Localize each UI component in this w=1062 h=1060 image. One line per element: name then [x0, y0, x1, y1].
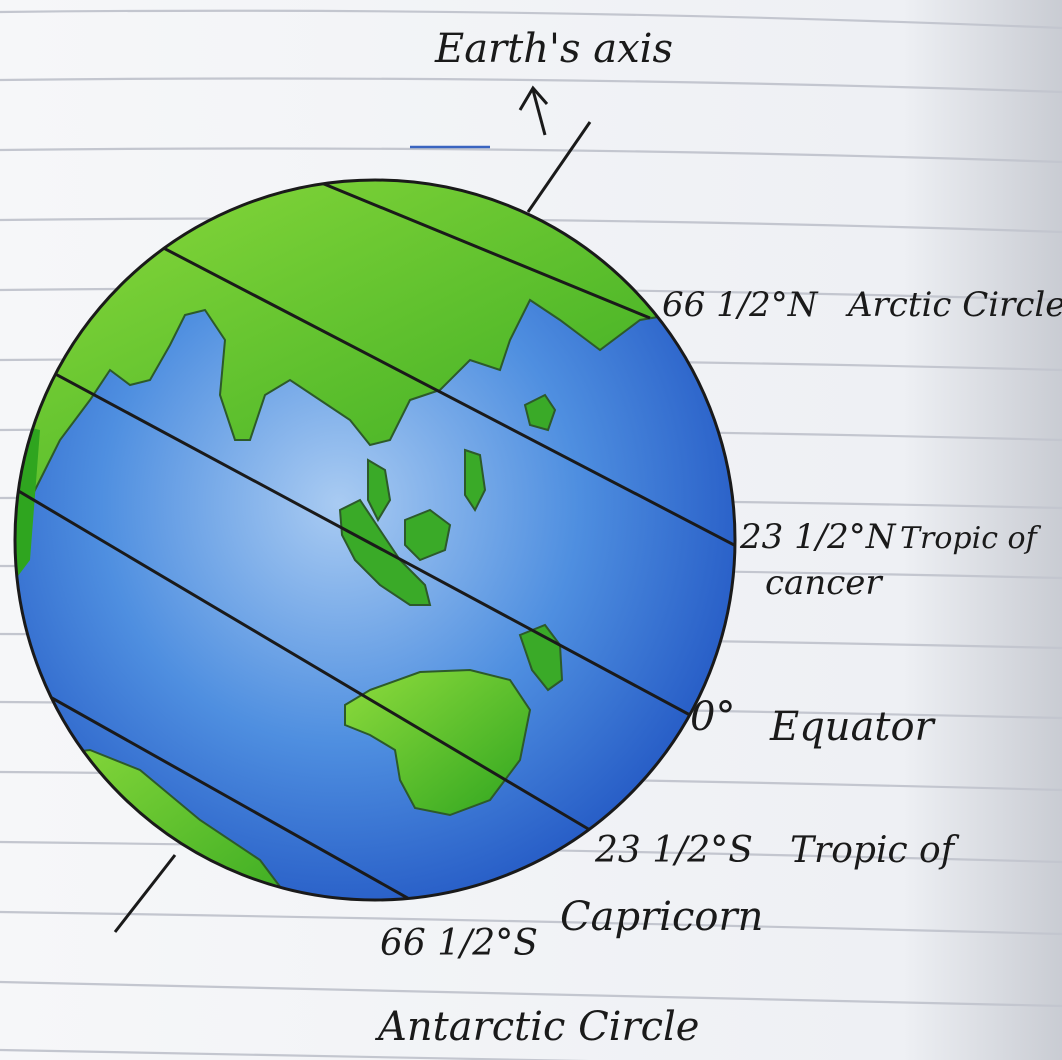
line-antarctic-circle: [19, 678, 421, 900]
axis-arrow-head: [518, 85, 549, 111]
land-australia: [344, 668, 532, 817]
equator-degree-label: 0°: [690, 694, 735, 740]
globe-outline: [13, 178, 737, 902]
land-small-island: [367, 458, 392, 523]
land-asia: [15, 180, 735, 521]
arctic-name-label: Arctic Circle: [845, 285, 1062, 325]
land-philippines: [464, 448, 487, 512]
earths-axis: [113, 85, 592, 933]
capricorn-name-label: Tropic of: [790, 830, 960, 871]
antarctic-name-label: Antarctic Circle: [374, 1004, 699, 1050]
labels: Earth's axis 66 1/2°N Arctic Circle 23 1…: [374, 26, 1062, 1050]
axis-line-south: [113, 854, 177, 933]
axis-line-north: [526, 121, 592, 213]
equator-name-label: Equator: [769, 704, 937, 750]
cancer-name-label: Tropic of: [900, 521, 1042, 556]
axis-label: Earth's axis: [434, 26, 673, 72]
arctic-degree-label: 66 1/2°N: [662, 285, 819, 325]
latitude-lines: [15, 180, 735, 900]
cancer-degree-label: 23 1/2°N: [739, 517, 897, 557]
capricorn-degree-label: 23 1/2°S: [594, 830, 753, 871]
land-west-rim: [15, 420, 40, 600]
line-arctic-circle: [289, 180, 651, 320]
cancer-name-label-line2: cancer: [765, 563, 883, 603]
land-japan: [523, 393, 557, 432]
capricorn-name-label-line2: Capricorn: [560, 894, 763, 940]
line-tropic-of-cancer: [99, 213, 735, 550]
antarctic-degree-label: 66 1/2°S: [380, 923, 538, 964]
land-borneo: [404, 508, 452, 562]
line-equator: [19, 353, 691, 717]
line-tropic-of-capricorn: [15, 478, 591, 832]
axis-arrow-shaft: [531, 89, 547, 136]
